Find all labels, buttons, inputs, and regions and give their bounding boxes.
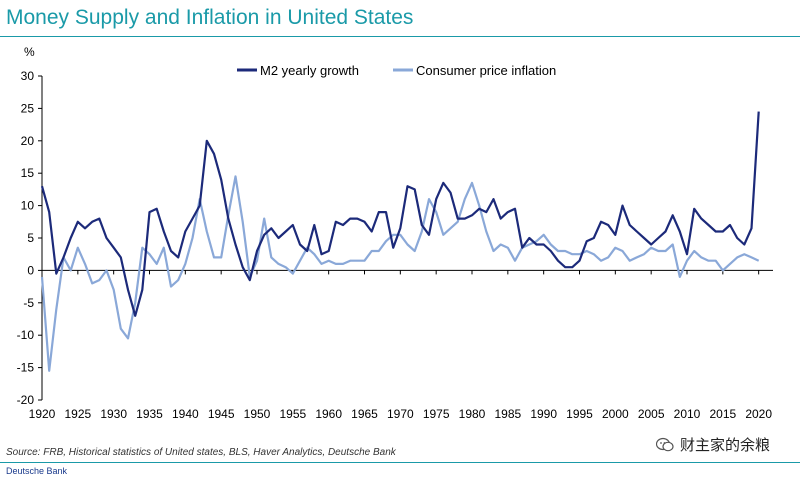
x-tick-label: 1955 [279,407,306,421]
title-divider [0,36,800,37]
series-line-consumer-price-inflation [40,175,760,372]
chart-title: Money Supply and Inflation in United Sta… [6,6,414,29]
x-tick-label: 1985 [494,407,521,421]
y-tick-label: 30 [21,69,35,83]
footer-divider [0,462,800,463]
source-note: Source: FRB, Historical statistics of Un… [6,447,396,458]
x-tick-label: 2020 [745,407,772,421]
x-tick-label: 2005 [638,407,665,421]
y-tick-label: -20 [17,393,35,407]
y-tick-label: 5 [27,231,34,245]
y-axis-unit-label: % [24,45,35,59]
legend-label-m2-yearly-growth: M2 yearly growth [260,63,359,78]
x-tick-label: 2000 [602,407,629,421]
x-tick-label: 1920 [29,407,56,421]
x-tick-label: 1925 [64,407,91,421]
y-tick-label: 0 [27,263,34,277]
y-tick-label: 25 [21,101,35,115]
x-tick-label: 1965 [351,407,378,421]
x-tick-label: 1930 [100,407,127,421]
footer-brand: Deutsche Bank [6,466,68,476]
x-tick-label: 1960 [315,407,342,421]
y-tick-label: -15 [17,361,35,375]
legend-label-consumer-price-inflation: Consumer price inflation [416,63,556,78]
watermark: 财主家的余粮 [655,434,770,455]
y-tick-label: -10 [17,328,35,342]
y-tick-label: 10 [21,199,35,213]
y-tick-label: 20 [21,134,35,148]
x-tick-label: 1945 [208,407,235,421]
y-tick-label: 15 [21,166,35,180]
x-tick-label: 1970 [387,407,414,421]
series-line-m2-yearly-growth [40,111,760,317]
y-tick-label: -5 [23,296,34,310]
x-tick-label: 2015 [709,407,736,421]
chat-bubble-icon [655,437,674,451]
series-layer [40,111,760,372]
watermark-text: 财主家的余粮 [679,436,770,454]
x-tick-label: 1995 [566,407,593,421]
x-tick-label: 1975 [423,407,450,421]
x-tick-label: 1940 [172,407,199,421]
x-tick-label: 1990 [530,407,557,421]
x-tick-label: 1950 [244,407,271,421]
x-tick-label: 2010 [674,407,701,421]
axes: % -20 -15 -10 -5 0 5 10 15 20 25 30 1920 1925 1930 1935… [17,45,773,421]
x-tick-label: 1980 [459,407,486,421]
x-tick-label: 1935 [136,407,163,421]
legend: M2 yearly growth Consumer price inflation [237,63,556,78]
